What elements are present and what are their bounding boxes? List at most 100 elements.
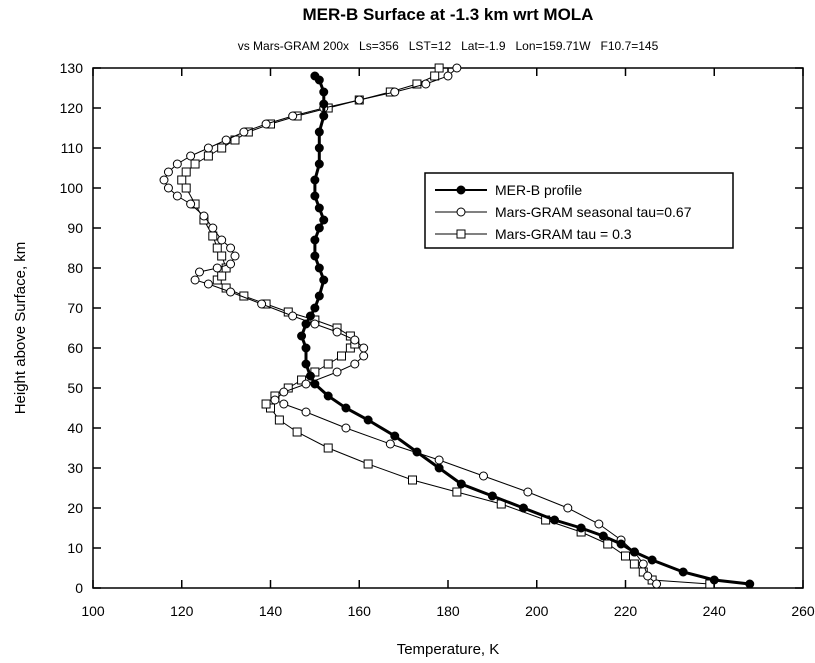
data-point-seasonal-tau-067 <box>421 79 431 89</box>
data-point-seasonal-tau-067 <box>288 111 298 121</box>
x-tick-label: 200 <box>525 603 549 619</box>
y-tick-label: 30 <box>67 460 83 476</box>
x-tick-label: 220 <box>614 603 638 619</box>
data-point-mer-b-profile <box>323 391 333 401</box>
data-point-mer-b-profile <box>456 479 466 489</box>
data-point-mer-b-profile <box>319 99 329 109</box>
data-point-seasonal-tau-067 <box>261 119 271 129</box>
data-point-mer-b-profile <box>487 491 497 501</box>
data-point-seasonal-tau-067 <box>199 211 209 221</box>
data-point-mer-b-profile <box>310 235 320 245</box>
data-point-mer-b-profile <box>390 431 400 441</box>
data-point-mer-b-profile <box>310 191 320 201</box>
legend-label-mer-b-profile: MER-B profile <box>495 182 582 198</box>
x-tick-label: 100 <box>81 603 105 619</box>
y-tick-label: 100 <box>60 180 84 196</box>
y-tick-label: 130 <box>60 60 84 76</box>
data-point-mer-b-profile <box>319 215 329 225</box>
data-point-mer-b-profile <box>709 575 719 585</box>
data-point-tau-03 <box>408 475 417 485</box>
legend-marker-mer-b-profile <box>456 185 466 195</box>
data-point-tau-03 <box>337 351 346 361</box>
data-point-seasonal-tau-067 <box>310 319 320 329</box>
data-point-seasonal-tau-067 <box>279 399 289 409</box>
data-point-tau-03 <box>190 159 200 169</box>
data-point-seasonal-tau-067 <box>226 243 236 253</box>
data-point-seasonal-tau-067 <box>350 335 360 345</box>
data-point-seasonal-tau-067 <box>226 287 236 297</box>
series-line-tau-03 <box>181 67 710 585</box>
x-tick-label: 160 <box>348 603 372 619</box>
data-point-tau-03 <box>434 63 444 73</box>
data-point-mer-b-profile <box>310 303 320 313</box>
chart-subtitle: vs Mars-GRAM 200x Ls=356 LST=12 Lat=-1.9… <box>238 39 659 53</box>
x-tick-label: 240 <box>703 603 727 619</box>
y-tick-label: 0 <box>75 580 83 596</box>
data-point-seasonal-tau-067 <box>230 251 240 261</box>
series-line-seasonal-tau-067 <box>163 67 657 585</box>
chart-title: MER-B Surface at -1.3 km wrt MOLA <box>303 5 594 24</box>
data-point-tau-03 <box>261 399 271 409</box>
data-point-seasonal-tau-067 <box>288 311 298 321</box>
y-tick-label: 70 <box>67 300 83 316</box>
legend: MER-B profile Mars-GRAM seasonal tau=0.67… <box>424 172 734 249</box>
data-point-mer-b-profile <box>319 111 329 121</box>
data-point-mer-b-profile <box>314 223 324 233</box>
data-point-mer-b-profile <box>314 127 324 137</box>
data-point-mer-b-profile <box>629 547 639 557</box>
data-point-mer-b-profile <box>576 523 586 533</box>
legend-label-tau-03: Mars-GRAM tau = 0.3 <box>495 226 632 242</box>
data-point-seasonal-tau-067 <box>163 167 173 177</box>
data-point-tau-03 <box>629 559 639 569</box>
data-point-seasonal-tau-067 <box>301 379 311 389</box>
data-point-mer-b-profile <box>301 359 311 369</box>
data-point-seasonal-tau-067 <box>270 395 280 405</box>
x-axis-label: Temperature, K <box>397 641 500 658</box>
y-tick-label: 10 <box>67 540 83 556</box>
data-point-tau-03 <box>217 251 227 261</box>
data-point-tau-03 <box>430 71 440 81</box>
data-point-seasonal-tau-067 <box>221 135 231 145</box>
x-axis-ticks: 100 120 140 160 180 200 220 240 260 <box>81 68 815 619</box>
legend-label-seasonal-tau-067: Mars-GRAM seasonal tau=0.67 <box>495 204 692 220</box>
data-point-tau-03 <box>621 551 630 561</box>
y-tick-label: 60 <box>67 340 83 356</box>
data-point-seasonal-tau-067 <box>479 471 488 481</box>
x-tick-label: 140 <box>259 603 283 619</box>
data-point-mer-b-profile <box>305 311 315 321</box>
data-point-seasonal-tau-067 <box>390 87 400 97</box>
data-point-tau-03 <box>181 167 191 177</box>
data-point-mer-b-profile <box>301 343 311 353</box>
data-point-tau-03 <box>323 443 333 453</box>
data-point-seasonal-tau-067 <box>332 367 342 377</box>
data-point-tau-03 <box>603 539 613 549</box>
plot-frame <box>92 67 804 589</box>
data-point-seasonal-tau-067 <box>226 259 236 269</box>
data-point-mer-b-profile <box>310 175 320 185</box>
data-point-tau-03 <box>452 487 462 497</box>
data-point-tau-03 <box>181 183 191 193</box>
data-point-mer-b-profile <box>314 203 324 213</box>
series-mer-b-profile <box>297 71 755 589</box>
data-point-mer-b-profile <box>305 371 315 381</box>
data-point-mer-b-profile <box>616 539 626 549</box>
data-point-tau-03 <box>203 151 213 161</box>
data-point-seasonal-tau-067 <box>563 503 573 513</box>
data-point-tau-03 <box>274 415 284 425</box>
data-point-seasonal-tau-067 <box>434 455 444 465</box>
data-point-tau-03 <box>212 243 222 253</box>
data-point-mer-b-profile <box>550 515 559 525</box>
data-point-seasonal-tau-067 <box>332 327 342 337</box>
data-point-tau-03 <box>412 79 422 89</box>
data-point-tau-03 <box>177 175 187 185</box>
data-point-tau-03 <box>208 231 218 241</box>
data-point-seasonal-tau-067 <box>257 299 267 309</box>
data-point-seasonal-tau-067 <box>172 191 182 201</box>
data-point-mer-b-profile <box>341 403 351 413</box>
y-axis-label: Height above Surface, km <box>12 242 29 415</box>
data-point-seasonal-tau-067 <box>354 95 364 105</box>
data-point-seasonal-tau-067 <box>239 127 249 137</box>
data-point-seasonal-tau-067 <box>212 263 222 273</box>
data-point-mer-b-profile <box>434 463 444 473</box>
x-tick-label: 180 <box>436 603 460 619</box>
